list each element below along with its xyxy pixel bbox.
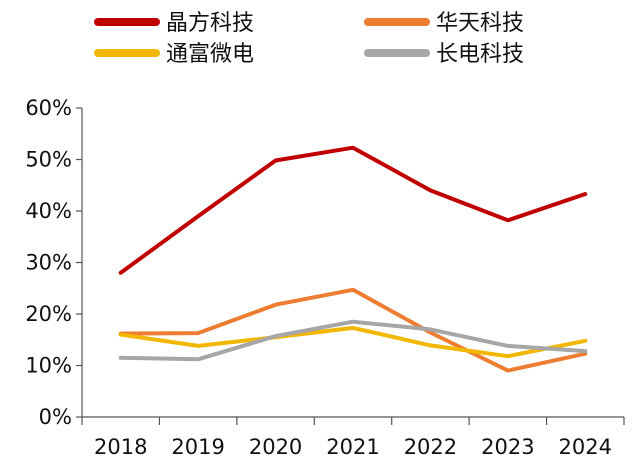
y-tick-label: 20% bbox=[25, 302, 72, 326]
series-line bbox=[118, 319, 588, 362]
x-tick-label: 2020 bbox=[249, 435, 302, 459]
legend-label: 华天科技 bbox=[436, 11, 524, 36]
axes: 0% 10% 20% 30% 40% 50% 60% 2018 2019 2020 2021 2022… bbox=[25, 96, 625, 459]
legend-label: 晶方科技 bbox=[166, 11, 254, 36]
series-line bbox=[118, 287, 588, 373]
y-tick-label: 30% bbox=[25, 251, 72, 275]
series-layer bbox=[118, 145, 588, 373]
series-line bbox=[118, 145, 588, 275]
x-tick-label: 2021 bbox=[326, 435, 379, 459]
y-tick-label: 50% bbox=[25, 148, 72, 172]
x-tick-label: 2018 bbox=[94, 435, 147, 459]
x-tick-label: 2022 bbox=[404, 435, 457, 459]
x-tick-label: 2019 bbox=[171, 435, 224, 459]
y-tick-label: 10% bbox=[25, 354, 72, 378]
y-tick-label: 40% bbox=[25, 199, 72, 223]
x-tick-label: 2024 bbox=[559, 435, 612, 459]
legend-label: 通富微电 bbox=[166, 42, 254, 67]
y-tick-label: 60% bbox=[25, 96, 72, 120]
legend-label: 长电科技 bbox=[436, 42, 524, 67]
series-line bbox=[118, 325, 588, 359]
y-tick-label: 0% bbox=[39, 405, 72, 429]
x-tick-label: 2023 bbox=[481, 435, 534, 459]
